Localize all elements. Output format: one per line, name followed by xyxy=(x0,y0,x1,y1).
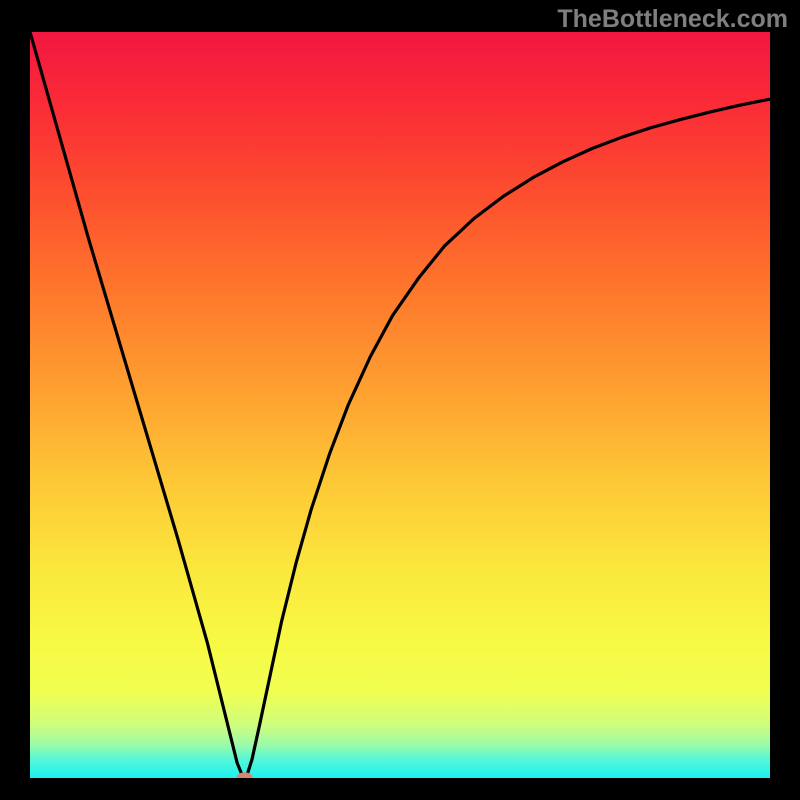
bottleneck-chart xyxy=(30,32,770,778)
chart-frame: TheBottleneck.com xyxy=(0,0,800,800)
watermark-text: TheBottleneck.com xyxy=(557,5,788,34)
gradient-background xyxy=(30,32,770,778)
plot-area xyxy=(30,32,770,778)
